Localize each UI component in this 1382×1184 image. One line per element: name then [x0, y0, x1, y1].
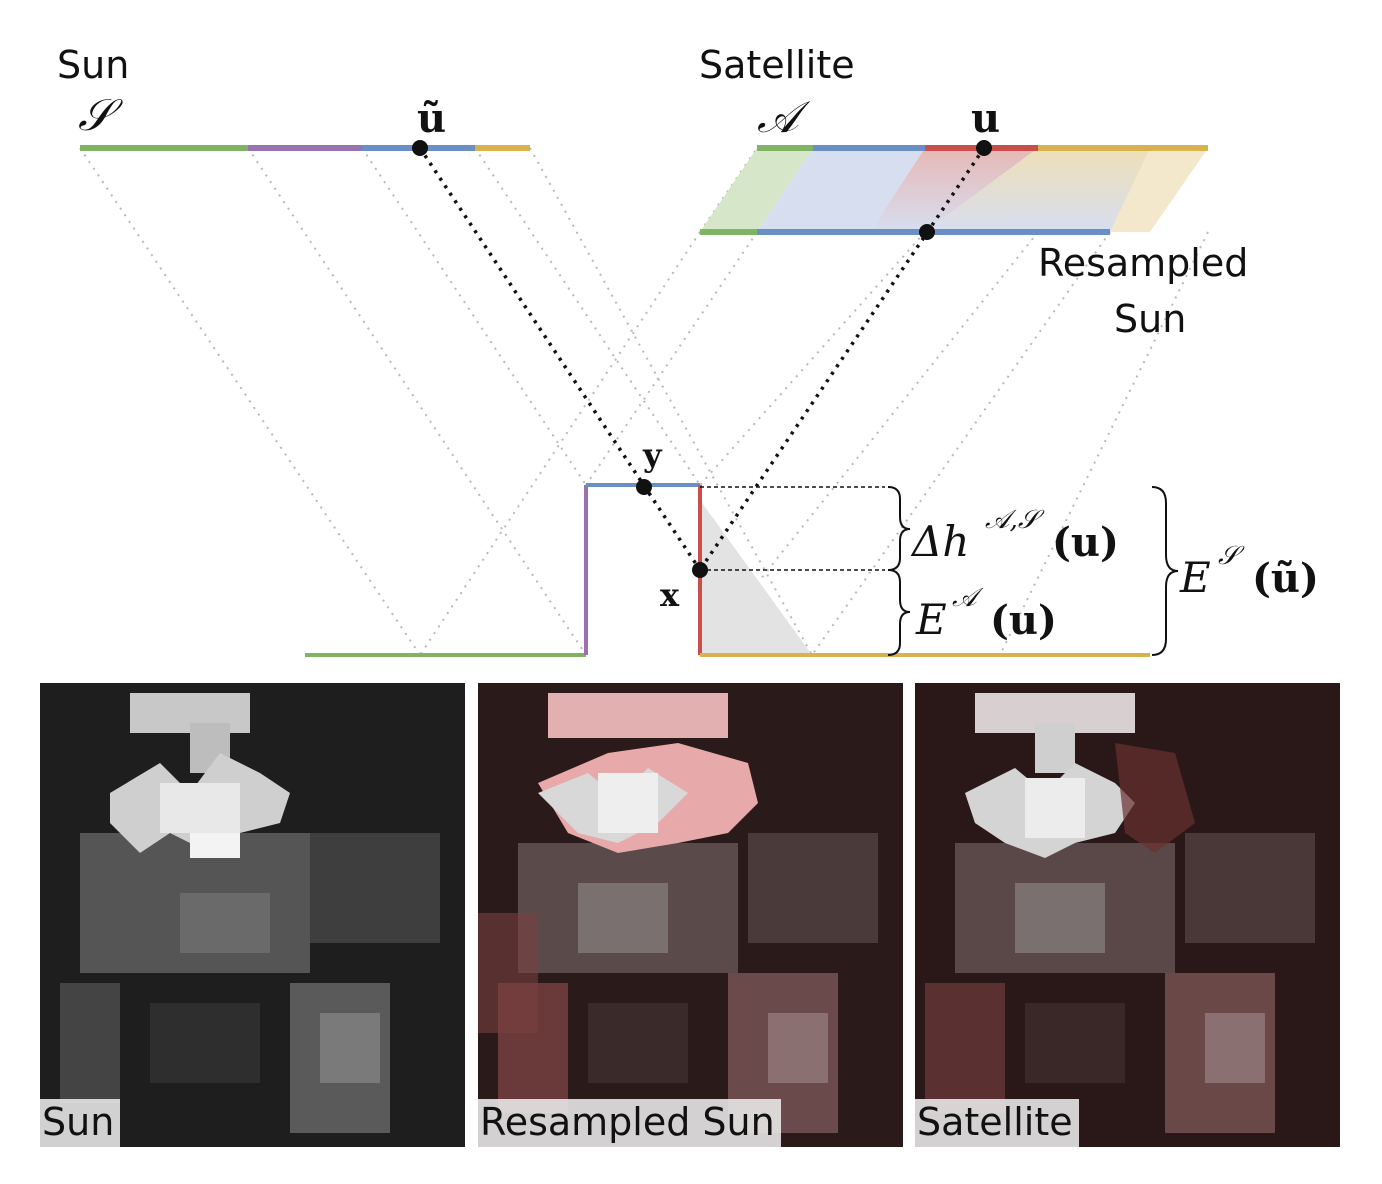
- panel-sun: Sun: [40, 683, 465, 1147]
- sun-height-image: [40, 683, 465, 1147]
- u-label: u: [971, 95, 1000, 142]
- point-resampled: [919, 224, 935, 240]
- sun-symbol: 𝒮: [78, 90, 123, 141]
- svg-text:𝒮: 𝒮: [1218, 541, 1245, 571]
- point-u: [976, 140, 992, 156]
- svg-text:𝒜: 𝒜: [952, 583, 984, 613]
- panel-resampled-sun: Resampled Sun: [478, 683, 903, 1147]
- x-label: x: [660, 576, 680, 614]
- shadow-region: [700, 500, 812, 655]
- resampled-band: [700, 148, 1208, 232]
- braces: [887, 486, 1179, 656]
- eq-e-s: E 𝒮 (ũ): [1179, 541, 1319, 602]
- panel-caption-sun: Sun: [40, 1099, 121, 1147]
- panel-caption-resampled-sun: Resampled Sun: [478, 1099, 781, 1147]
- geometry-diagram: Sun 𝒮 ũ Satellite 𝒜 u Resampled Sun y x …: [57, 43, 1319, 657]
- svg-text:E: E: [1179, 553, 1211, 602]
- sun-label: Sun: [57, 43, 129, 87]
- resampled-sun-label-1: Resampled: [1038, 241, 1248, 285]
- satellite-height-image: [915, 683, 1340, 1147]
- panel-satellite: Satellite: [915, 683, 1340, 1147]
- svg-text:(u): (u): [990, 597, 1057, 644]
- y-label: y: [642, 436, 663, 474]
- resampled-sun-label-2: Sun: [1114, 297, 1186, 341]
- panel-caption-satellite: Satellite: [915, 1099, 1079, 1147]
- u-tilde-label: ũ: [417, 95, 446, 142]
- satellite-symbol: 𝒜: [757, 92, 811, 143]
- satellite-label: Satellite: [699, 43, 855, 87]
- resampled-sun-image: [478, 683, 903, 1147]
- svg-text:𝒜,𝒮: 𝒜,𝒮: [985, 505, 1045, 535]
- svg-text:E: E: [915, 595, 947, 644]
- point-y: [636, 479, 652, 495]
- points: [412, 140, 992, 578]
- svg-text:Δh: Δh: [910, 517, 969, 566]
- svg-text:(ũ): (ũ): [1252, 555, 1319, 602]
- eq-delta-h: Δh 𝒜,𝒮 (u): [910, 505, 1119, 566]
- svg-text:(u): (u): [1052, 519, 1119, 566]
- point-x: [692, 562, 708, 578]
- point-u-tilde: [412, 140, 428, 156]
- ray-lines: [418, 147, 986, 571]
- height-guides: [700, 486, 885, 571]
- eq-e-a: E 𝒜 (u): [915, 583, 1057, 644]
